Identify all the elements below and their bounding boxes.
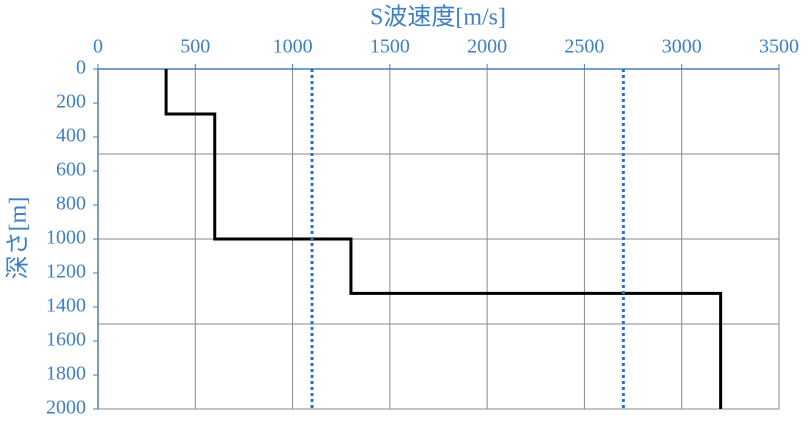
- y-tick-label: 600: [56, 159, 86, 181]
- x-tick-label: 1000: [273, 36, 313, 58]
- x-tick-label: 3000: [662, 36, 702, 58]
- y-axis-label: 深さ[m]: [5, 197, 32, 280]
- x-tick-label: 3500: [759, 36, 799, 58]
- x-tick-label: 0: [93, 36, 103, 58]
- y-tick-label: 400: [56, 125, 86, 147]
- series-line: [164, 69, 723, 409]
- y-tick-label: 1800: [46, 363, 86, 385]
- y-tick-label: 0: [76, 57, 86, 79]
- y-tick-label: 1000: [46, 227, 86, 249]
- y-tick-label: 800: [56, 193, 86, 215]
- x-axis-label: S波速度[m/s]: [370, 4, 506, 31]
- x-tick-label: 2000: [467, 36, 507, 58]
- x-tick-label: 500: [180, 36, 210, 58]
- y-tick-label: 1600: [46, 329, 86, 351]
- x-tick-label: 1500: [370, 36, 410, 58]
- x-tick-label: 2500: [564, 36, 604, 58]
- y-tick-label: 200: [56, 91, 86, 113]
- y-tick-label: 2000: [46, 397, 86, 419]
- y-tick-label: 1200: [46, 261, 86, 283]
- y-tick-label: 1400: [46, 295, 86, 317]
